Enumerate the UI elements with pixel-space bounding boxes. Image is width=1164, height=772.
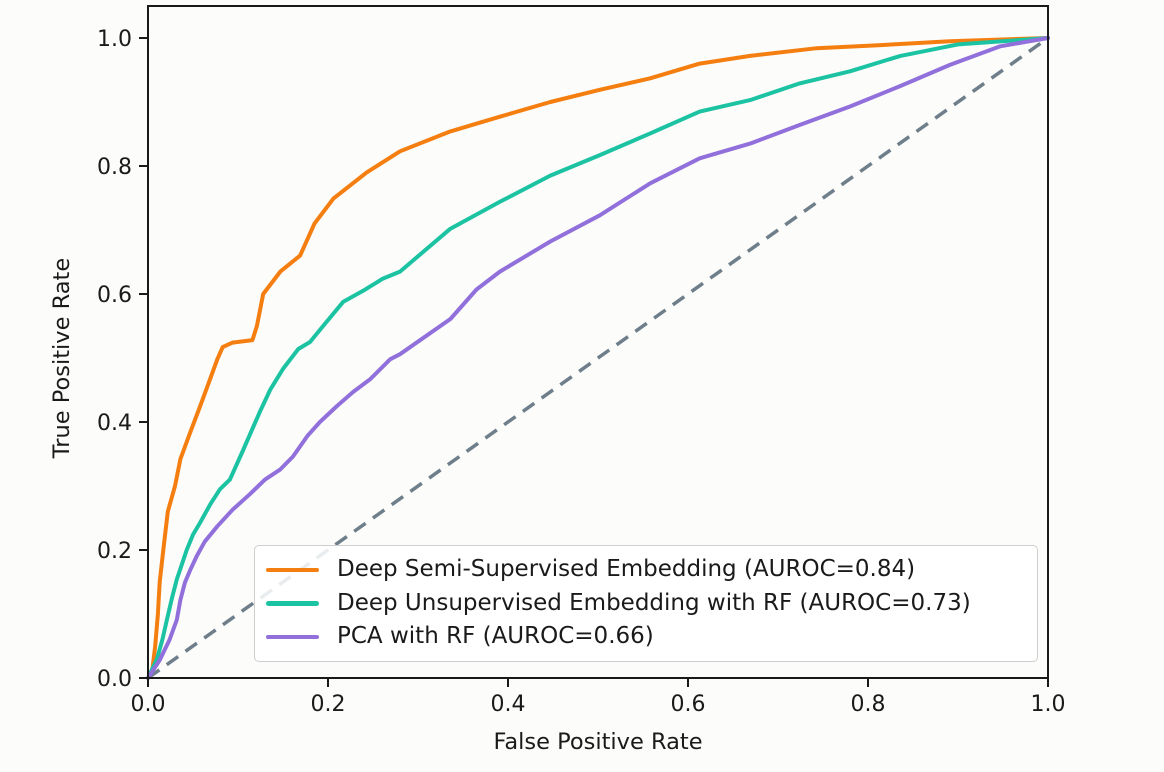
y-tick-label: 0.0 bbox=[97, 667, 132, 692]
legend-swatch-deep-semi-supervised bbox=[266, 567, 319, 573]
x-tick-label: 0.8 bbox=[851, 692, 886, 717]
legend-label-deep-semi-supervised: Deep Semi-Supervised Embedding (AUROC=0.… bbox=[337, 556, 916, 583]
y-tick-label: 0.8 bbox=[97, 155, 132, 180]
roc-curve-2 bbox=[146, 36, 1050, 680]
legend: Deep Semi-Supervised Embedding (AUROC=0.… bbox=[254, 545, 1038, 662]
x-tick-label: 0.2 bbox=[311, 692, 346, 717]
x-tick-label: 0.0 bbox=[131, 692, 166, 717]
y-tick-label: 0.4 bbox=[97, 411, 132, 436]
x-tick-label: 1.0 bbox=[1031, 692, 1066, 717]
legend-label-pca-rf: PCA with RF (AUROC=0.66) bbox=[337, 623, 654, 650]
y-axis-label: True Positive Rate bbox=[49, 257, 75, 459]
legend-item-deep-semi-supervised: Deep Semi-Supervised Embedding (AUROC=0.… bbox=[266, 556, 1031, 583]
legend-item-deep-unsupervised: Deep Unsupervised Embedding with RF (AUR… bbox=[266, 589, 1031, 616]
axes-spines bbox=[147, 5, 1049, 679]
legend-swatch-deep-unsupervised bbox=[266, 601, 319, 606]
y-tick-label: 0.6 bbox=[97, 283, 132, 308]
legend-label-deep-unsupervised: Deep Unsupervised Embedding with RF (AUR… bbox=[337, 589, 971, 616]
legend-item-pca-rf: PCA with RF (AUROC=0.66) bbox=[266, 624, 1031, 649]
roc-curve-0 bbox=[146, 36, 1050, 680]
x-tick-label: 0.6 bbox=[671, 692, 706, 717]
x-tick-label: 0.4 bbox=[491, 692, 526, 717]
y-tick-label: 0.2 bbox=[97, 539, 132, 564]
legend-swatch-pca-rf bbox=[266, 634, 319, 640]
y-tick-label: 1.0 bbox=[97, 27, 132, 52]
x-axis-label: False Positive Rate bbox=[493, 729, 703, 755]
roc-curve-1 bbox=[146, 36, 1050, 680]
